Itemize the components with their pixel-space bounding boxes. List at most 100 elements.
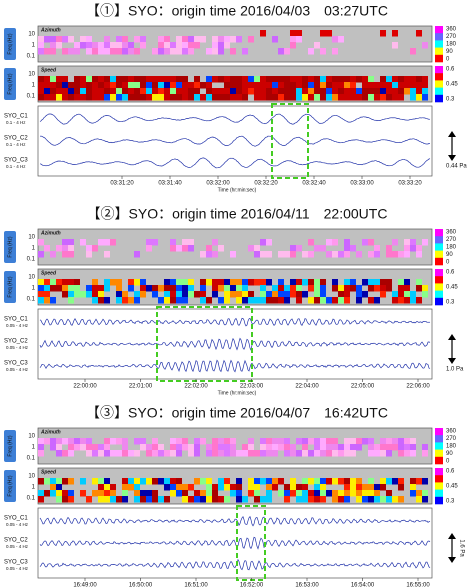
speed-cell	[236, 94, 242, 101]
azimuth-cell	[410, 450, 416, 457]
speed-cell	[338, 82, 344, 89]
speed-cell	[278, 285, 284, 292]
azimuth-cell	[320, 444, 326, 451]
speed-cell	[284, 484, 290, 491]
azimuth-cell	[230, 251, 236, 258]
azimuth-cell	[152, 48, 158, 55]
azimuth-cell	[68, 48, 74, 55]
speed-cell	[296, 484, 302, 491]
speed-cell	[158, 478, 164, 485]
colorbar-segment	[435, 456, 443, 465]
azimuth-cell	[350, 450, 356, 457]
speed-cell	[266, 82, 272, 89]
azimuth-cell	[44, 48, 50, 55]
speed-cell	[368, 94, 374, 101]
speed-cell	[416, 285, 422, 292]
azimuth-cell	[272, 438, 278, 445]
speed-cell	[320, 279, 326, 286]
azimuth-cell	[170, 48, 176, 55]
channel-band: 0.05 - 4 Hz	[6, 566, 29, 571]
channel-band: 0.1 - 4 Hz	[6, 120, 26, 125]
speed-cell	[80, 76, 86, 83]
speed-cell	[314, 82, 320, 89]
speed-cell	[308, 94, 314, 101]
speed-cell	[182, 279, 188, 286]
speed-cell	[350, 490, 356, 497]
speed-cell	[380, 496, 386, 503]
azimuth-cell	[176, 444, 182, 451]
speed-cell	[110, 279, 116, 286]
speed-cell	[236, 490, 242, 497]
speed-cell	[224, 279, 230, 286]
azimuth-cell	[110, 239, 116, 246]
speed-cell	[320, 76, 326, 83]
speed-cell	[206, 82, 212, 89]
azimuth-cell	[296, 30, 302, 37]
time-tick-label: 03:33:00	[350, 181, 374, 187]
speed-cell	[104, 94, 110, 101]
azimuth-cell	[206, 245, 212, 252]
azimuth-cell	[182, 36, 188, 43]
speed-cell	[38, 94, 44, 101]
speed-cell	[56, 279, 62, 286]
channel-band: 0.1 - 4 Hz	[6, 164, 26, 169]
speed-cell	[122, 478, 128, 485]
azimuth-cell	[266, 444, 272, 451]
speed-cell	[338, 94, 344, 101]
azimuth-cell	[302, 450, 308, 457]
speed-cell	[194, 88, 200, 95]
speed-cell	[38, 291, 44, 298]
azimuth-cell	[416, 245, 422, 252]
azimuth-cell	[164, 450, 170, 457]
colorbar-label: 0	[446, 57, 450, 63]
speed-cell	[266, 291, 272, 298]
azimuth-cell	[284, 450, 290, 457]
speed-cell	[368, 484, 374, 491]
azimuth-cell	[326, 239, 332, 246]
speed-cell	[152, 94, 158, 101]
azimuth-cell	[356, 438, 362, 445]
speed-cell	[182, 297, 188, 304]
azimuth-cell	[74, 42, 80, 49]
speed-cell	[296, 76, 302, 83]
speed-cell	[242, 291, 248, 298]
azimuth-cell	[68, 450, 74, 457]
speed-cell	[50, 76, 56, 83]
speed-cell	[356, 297, 362, 304]
colorbar-segment	[435, 442, 443, 450]
colorbar-label: 270	[446, 34, 457, 40]
colorbar-label: 270	[446, 237, 457, 243]
waveform-panel	[37, 105, 433, 177]
freq-tick: 0.1	[27, 94, 36, 100]
azimuth-cell	[134, 450, 140, 457]
speed-cell	[350, 285, 356, 292]
azimuth-cell	[266, 438, 272, 445]
azimuth-cell	[218, 36, 224, 43]
azimuth-cell	[56, 438, 62, 445]
azimuth-cell	[224, 450, 230, 457]
speed-cell	[176, 88, 182, 95]
channel-band: 0.05 - 4 Hz	[6, 367, 29, 372]
speed-cell	[200, 478, 206, 485]
speed-cell	[290, 88, 296, 95]
azimuth-cell	[176, 438, 182, 445]
speed-cell	[68, 496, 74, 503]
speed-cell	[218, 496, 224, 503]
azimuth-cell	[158, 48, 164, 55]
azimuth-cell	[224, 438, 230, 445]
speed-cell	[266, 484, 272, 491]
speed-cell	[236, 478, 242, 485]
freq-label: Freq (Hz)	[7, 73, 13, 94]
azimuth-cell	[86, 444, 92, 451]
speed-cell	[314, 478, 320, 485]
speed-cell	[290, 82, 296, 89]
scale-arrow-head	[448, 334, 456, 364]
speed-cell	[188, 94, 194, 101]
azimuth-cell	[320, 48, 326, 55]
speed-cell	[362, 82, 368, 89]
colorbar-label: 90	[446, 451, 453, 457]
speed-cell	[122, 94, 128, 101]
speed-cell	[146, 94, 152, 101]
speed-cell	[332, 279, 338, 286]
azimuth-cell	[164, 48, 170, 55]
